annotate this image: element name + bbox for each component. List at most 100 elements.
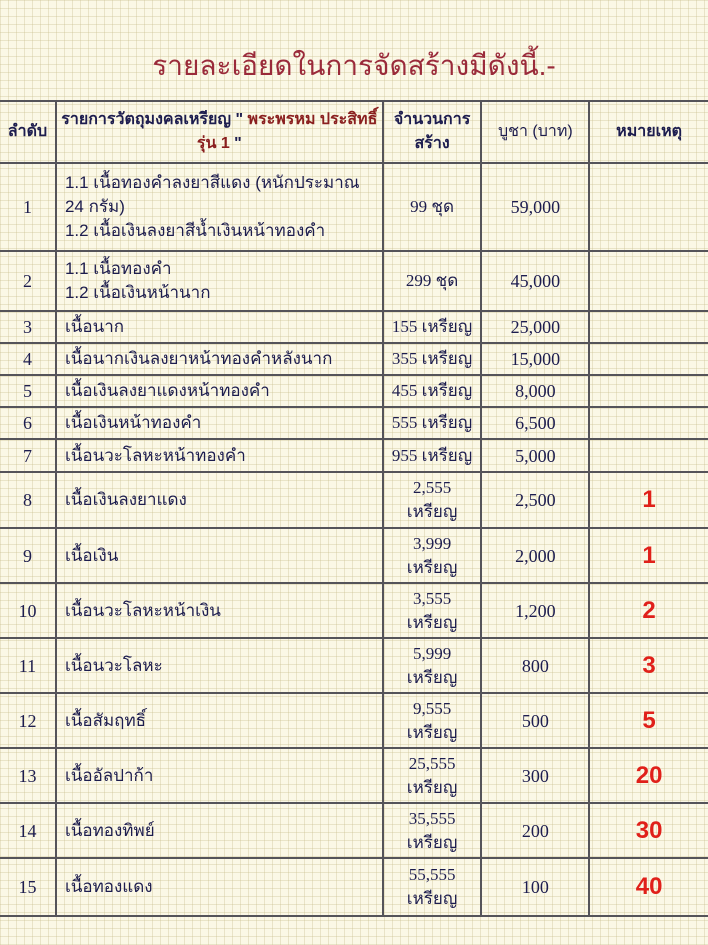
price-text: 25,000 (510, 317, 561, 337)
item-line: เนื้อนวะโลหะหน้าทองคำ (64, 445, 246, 465)
row-qty: 99 ชุด (381, 162, 483, 252)
row-no-text: 3 (22, 317, 32, 337)
row-no-text: 2 (22, 271, 32, 291)
row-no: 8 (0, 471, 57, 529)
note-text: 2 (642, 596, 656, 624)
row-qty: 25,555 เหรียญ (381, 747, 483, 804)
row-no: 12 (0, 692, 57, 749)
row-no: 9 (0, 527, 57, 584)
row-no: 3 (0, 310, 57, 344)
header-row: ลำดับ รายการวัตถุมงคลเหรียญ " พระพรหม ปร… (0, 100, 708, 164)
qty-text: 35,555 เหรียญ (406, 808, 458, 852)
row-price: 15,000 (480, 342, 591, 376)
row-note (588, 310, 708, 344)
price-text: 2,000 (515, 545, 556, 566)
row-note (588, 162, 708, 252)
qty-text: 155 เหรียญ (391, 317, 473, 336)
item-line: เนื้อสัมฤทธิ์ (64, 710, 147, 730)
row-qty: 955 เหรียญ (381, 438, 483, 473)
header-note: หมายเหตุ (588, 100, 708, 164)
row-qty: 3,999 เหรียญ (381, 527, 483, 584)
qty-text: 3,999 เหรียญ (406, 533, 458, 577)
price-text: 5,000 (515, 445, 556, 466)
item-line: 1.1 เนื้อทองคำลงยาสีแดง (หนักประมาณ (64, 173, 360, 192)
row-no: 14 (0, 802, 57, 859)
row-note: 20 (588, 747, 708, 804)
row-note: 1 (588, 471, 708, 529)
row-qty: 555 เหรียญ (381, 406, 483, 440)
row-item: เนื้อสัมฤทธิ์ (54, 692, 384, 749)
item-line: 1.1 เนื้อทองคำ (64, 259, 172, 278)
row-no: 7 (0, 438, 57, 473)
note-text: 5 (642, 706, 656, 734)
row-note (588, 438, 708, 473)
row-item: เนื้อนาก (54, 310, 384, 344)
row-qty: 155 เหรียญ (381, 310, 483, 344)
row-price: 8,000 (480, 374, 591, 408)
row-no-text: 6 (22, 413, 32, 433)
qty-text: 99 ชุด (410, 197, 454, 216)
row-price: 45,000 (480, 250, 591, 312)
price-text: 300 (521, 765, 549, 786)
row-no: 1 (0, 162, 57, 252)
item-line: เนื้อเงิน (64, 545, 119, 565)
qty-text: 955 เหรียญ (391, 445, 473, 465)
table-row: 3 เนื้อนาก 155 เหรียญ 25,000 (0, 310, 708, 344)
price-text: 15,000 (510, 349, 561, 369)
row-price: 6,500 (480, 406, 591, 440)
row-item: เนื้อทองแดง (54, 857, 384, 917)
row-item: 1.1 เนื้อทองคำลงยาสีแดง (หนักประมาณ 24 กร… (54, 162, 384, 252)
row-no: 2 (0, 250, 57, 312)
row-no-text: 9 (22, 545, 32, 566)
row-price: 300 (480, 747, 591, 804)
table-row: 12 เนื้อสัมฤทธิ์ 9,555 เหรียญ 500 5 (0, 692, 708, 749)
header-item: รายการวัตถุมงคลเหรียญ " พระพรหม ประสิทธิ… (54, 100, 384, 164)
row-note (588, 406, 708, 440)
row-no: 5 (0, 374, 57, 408)
row-note (588, 250, 708, 312)
row-no-text: 1 (22, 197, 32, 217)
row-qty: 299 ชุด (381, 250, 483, 312)
row-item: เนื้อนากเงินลงยาหน้าทองคำหลังนาก (54, 342, 384, 376)
row-price: 25,000 (480, 310, 591, 344)
table-row: 13 เนื้ออัลปาก้า 25,555 เหรียญ 300 20 (0, 747, 708, 804)
table-row: 8 เนื้อเงินลงยาแดง 2,555 เหรียญ 2,500 1 (0, 471, 708, 529)
note-text: 20 (635, 761, 663, 789)
row-price: 2,000 (480, 527, 591, 584)
header-no: ลำดับ (0, 100, 57, 164)
page-title: รายละเอียดในการจัดสร้างมีดังนี้.- (152, 50, 556, 81)
price-text: 8,000 (515, 381, 556, 401)
header-item-prefix: รายการวัตถุมงคลเหรียญ " (61, 111, 248, 128)
price-text: 200 (521, 820, 549, 841)
table-row: 10 เนื้อนวะโลหะหน้าเงิน 3,555 เหรียญ 1,200 2 (0, 582, 708, 639)
row-item: 1.1 เนื้อทองคำ 1.2 เนื้อเงินหน้านาก (54, 250, 384, 312)
row-no: 13 (0, 747, 57, 804)
row-item: เนื้อเงิน (54, 527, 384, 584)
header-qty: จำนวนการสร้าง (381, 100, 483, 164)
qty-text: 25,555 เหรียญ (406, 753, 458, 797)
price-text: 45,000 (510, 271, 561, 291)
item-line: เนื้อทองทิพย์ (64, 820, 155, 840)
price-text: 1,200 (515, 600, 556, 621)
row-note: 3 (588, 637, 708, 694)
row-item: เนื้อเงินลงยาแดง (54, 471, 384, 529)
header-price: บูชา (บาท) (480, 100, 591, 164)
row-note: 40 (588, 857, 708, 917)
table-row: 5 เนื้อเงินลงยาแดงหน้าทองคำ 455 เหรียญ 8,00… (0, 374, 708, 408)
qty-text: 455 เหรียญ (391, 381, 473, 400)
row-qty: 9,555 เหรียญ (381, 692, 483, 749)
note-text: 1 (642, 486, 656, 513)
row-no-text: 4 (22, 349, 32, 369)
row-qty: 5,999 เหรียญ (381, 637, 483, 694)
row-price: 800 (480, 637, 591, 694)
row-price: 200 (480, 802, 591, 859)
row-item: เนื้อเงินหน้าทองคำ (54, 406, 384, 440)
row-note: 1 (588, 527, 708, 584)
price-text: 100 (521, 877, 549, 897)
row-item: เนื้อทองทิพย์ (54, 802, 384, 859)
row-item: เนื้อนวะโลหะหน้าเงิน (54, 582, 384, 639)
row-no: 6 (0, 406, 57, 440)
row-item: เนื้ออัลปาก้า (54, 747, 384, 804)
item-line: เนื้อนวะโลหะหน้าเงิน (64, 600, 221, 620)
price-text: 59,000 (510, 197, 561, 217)
